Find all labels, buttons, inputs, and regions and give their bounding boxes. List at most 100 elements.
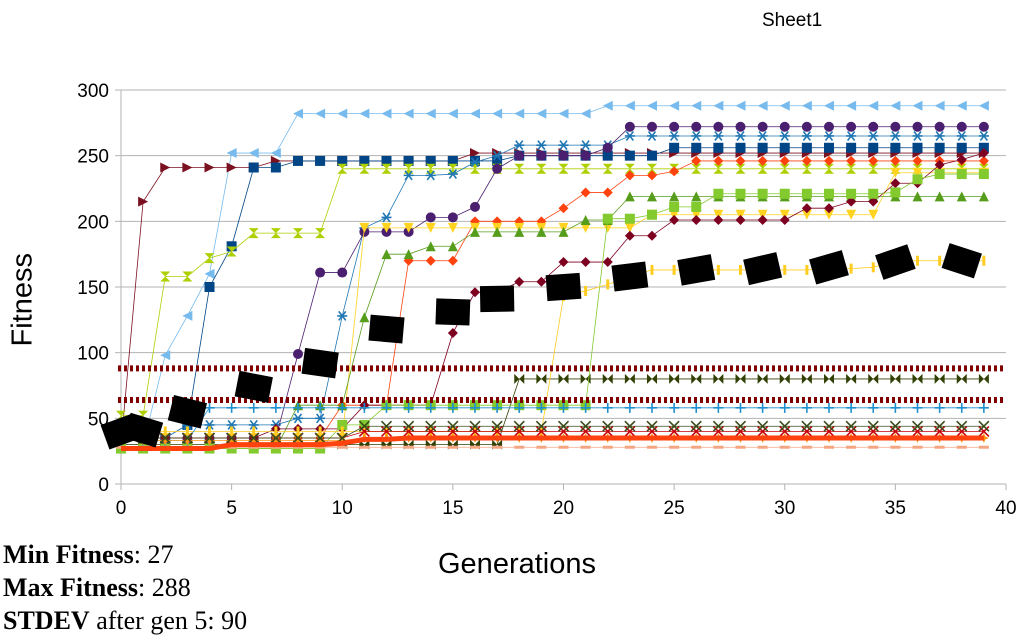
data-point xyxy=(580,420,592,432)
data-point xyxy=(447,241,458,252)
data-point xyxy=(801,130,812,141)
data-point xyxy=(301,347,339,379)
data-point xyxy=(163,426,167,437)
data-point xyxy=(337,267,348,278)
data-point xyxy=(757,163,768,174)
data-point xyxy=(779,420,791,432)
data-point xyxy=(447,402,458,413)
data-point xyxy=(716,264,720,275)
data-point xyxy=(978,402,989,413)
data-point xyxy=(447,327,458,338)
data-point xyxy=(735,402,746,413)
data-point xyxy=(123,412,164,448)
data-point xyxy=(318,426,322,437)
data-point xyxy=(624,150,635,161)
data-point xyxy=(558,140,569,151)
sheet-title: Sheet1 xyxy=(762,10,823,31)
data-point xyxy=(602,373,613,384)
data-point xyxy=(650,264,654,275)
data-point xyxy=(160,350,171,361)
data-point xyxy=(248,148,259,159)
data-point xyxy=(934,445,945,449)
data-point xyxy=(735,445,746,449)
data-point xyxy=(425,402,436,413)
stat-label: STDEV xyxy=(3,606,90,635)
data-point xyxy=(890,178,901,189)
data-point xyxy=(160,435,171,446)
data-point xyxy=(470,148,480,159)
data-point xyxy=(558,150,569,161)
data-point xyxy=(691,155,702,166)
data-point xyxy=(270,435,281,446)
data-point xyxy=(846,142,857,153)
y-tick-label: 200 xyxy=(77,212,109,233)
data-point xyxy=(447,108,458,119)
data-point xyxy=(956,142,967,153)
data-point xyxy=(580,257,591,268)
data-point xyxy=(470,155,480,166)
mean-fitness-series xyxy=(100,243,982,450)
data-point xyxy=(846,188,857,199)
data-point xyxy=(359,402,370,413)
data-point xyxy=(160,162,171,173)
data-point xyxy=(435,298,471,326)
data-point xyxy=(248,228,259,239)
data-point xyxy=(669,100,680,111)
data-point xyxy=(647,121,657,132)
data-point xyxy=(668,425,680,438)
data-point xyxy=(677,254,716,286)
series-line xyxy=(121,435,984,452)
data-point xyxy=(270,402,281,413)
data-point xyxy=(712,420,724,432)
data-point xyxy=(647,209,657,220)
data-point xyxy=(735,209,746,220)
data-point xyxy=(226,246,237,257)
data-point xyxy=(403,108,414,119)
data-point xyxy=(779,155,790,166)
data-point xyxy=(381,249,392,260)
data-point xyxy=(602,257,613,268)
data-point xyxy=(513,420,525,432)
data-point xyxy=(208,426,211,437)
stat-min-fitness: Min Fitness: 27 xyxy=(3,538,247,571)
data-point xyxy=(691,445,702,449)
data-point xyxy=(801,203,812,214)
data-point xyxy=(779,121,790,132)
data-point xyxy=(580,222,591,233)
data-point xyxy=(492,150,503,161)
data-point xyxy=(956,373,967,384)
series-9 xyxy=(116,191,989,454)
data-point xyxy=(293,413,303,424)
data-point xyxy=(425,155,436,166)
data-point xyxy=(624,445,635,449)
data-point xyxy=(602,100,613,111)
stat-value: 288 xyxy=(151,573,191,602)
data-point xyxy=(248,402,259,413)
data-point xyxy=(182,310,193,321)
data-point xyxy=(602,142,613,153)
data-point xyxy=(669,121,680,132)
data-point xyxy=(845,420,857,432)
data-point xyxy=(912,191,923,202)
data-point xyxy=(359,222,370,233)
data-point xyxy=(691,163,702,174)
data-point xyxy=(783,264,787,275)
x-tick-label: 10 xyxy=(332,498,353,519)
data-point xyxy=(185,426,189,437)
data-point xyxy=(823,425,835,438)
data-point xyxy=(889,420,901,432)
data-point xyxy=(735,188,746,199)
data-point xyxy=(315,435,326,446)
data-point xyxy=(669,201,680,212)
data-point xyxy=(713,402,724,413)
stats-panel: Min Fitness: 27 Max Fitness: 288 STDEV a… xyxy=(3,538,247,637)
stat-value: 90 xyxy=(221,606,248,635)
data-point xyxy=(226,162,237,173)
data-point xyxy=(602,163,613,174)
data-point xyxy=(624,230,635,241)
data-point xyxy=(204,282,215,292)
data-point xyxy=(669,166,680,177)
data-point xyxy=(293,108,303,119)
data-point xyxy=(337,419,348,430)
